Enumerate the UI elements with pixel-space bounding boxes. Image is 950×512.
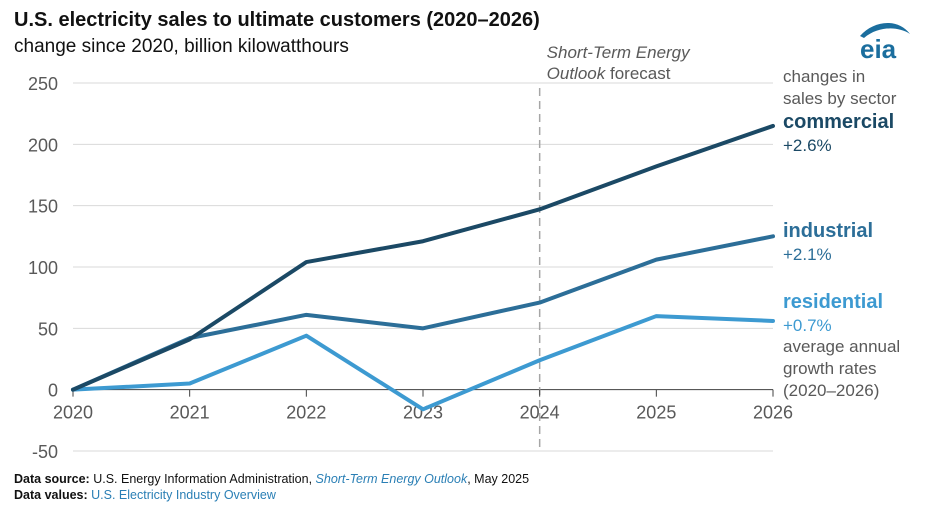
data-point-industrial: [304, 313, 308, 317]
chart-title: U.S. electricity sales to ultimate custo…: [14, 9, 540, 31]
x-tick-label: 2023: [403, 403, 443, 423]
rate-caption-line: (2020–2026): [783, 381, 879, 400]
x-tick-label: 2022: [286, 403, 326, 423]
y-axis: -50 0 50 100 150 200 250: [28, 74, 58, 462]
series-line-industrial: [71, 234, 775, 392]
y-tick-label: 150: [28, 197, 58, 217]
y-tick-label: 100: [28, 258, 58, 278]
sector-caption-line: changes in: [783, 67, 865, 86]
chart-subtitle: change since 2020, billion kilowatthours: [14, 36, 349, 57]
data-values-label: Data values:: [14, 488, 88, 502]
legend-annotations: changes in sales by sector commercial +2.6%…: [783, 67, 900, 400]
series-rate-industrial: +2.1%: [783, 245, 832, 264]
y-tick-label: 0: [48, 381, 58, 401]
data-point-commercial: [538, 207, 542, 211]
forecast-label-line1: Short-Term Energy: [547, 43, 691, 62]
y-tick-label: -50: [32, 442, 58, 462]
data-point-industrial: [654, 258, 658, 262]
line-chart: Short-Term Energy Outlook forecast -50 0 5…: [28, 43, 900, 462]
data-point-commercial: [654, 164, 658, 168]
series-layer: [71, 123, 775, 412]
x-tick-label: 2021: [170, 403, 210, 423]
data-point-industrial: [538, 301, 542, 305]
data-source-line: Data source: U.S. Energy Information Adm…: [14, 471, 529, 487]
data-point-residential: [188, 382, 192, 386]
rate-caption-line: average annual: [783, 337, 900, 356]
series-label-industrial: industrial: [783, 220, 873, 242]
forecast-region: Short-Term Energy Outlook forecast: [538, 43, 691, 451]
series-rate-residential: +0.7%: [783, 316, 832, 335]
series-label-residential: residential: [783, 291, 883, 313]
data-point-industrial: [771, 234, 775, 238]
eia-logo: eia: [860, 22, 910, 62]
series-rate-commercial: +2.6%: [783, 136, 832, 155]
y-tick-label: 50: [38, 319, 58, 339]
data-point-commercial: [304, 260, 308, 264]
data-point-residential: [304, 334, 308, 338]
data-values-line: Data values: U.S. Electricity Industry O…: [14, 487, 529, 503]
data-source-date: , May 2025: [467, 472, 530, 486]
forecast-label-italic: Outlook: [547, 64, 607, 83]
data-source-text: U.S. Energy Information Administration,: [89, 472, 316, 486]
rate-caption-line: growth rates: [783, 359, 877, 378]
data-point-residential: [421, 407, 425, 411]
data-point-residential: [771, 319, 775, 323]
x-tick-label: 2024: [520, 403, 560, 423]
sector-caption-line: sales by sector: [783, 89, 897, 108]
data-point-residential: [654, 314, 658, 318]
x-tick-label: 2026: [753, 403, 793, 423]
series-label-commercial: commercial: [783, 111, 894, 133]
x-axis: 2020 2021 2022 2023 2024 2025 2026: [53, 389, 793, 423]
y-tick-label: 200: [28, 135, 58, 155]
data-point-residential: [538, 358, 542, 362]
x-tick-label: 2020: [53, 403, 93, 423]
data-source-link[interactable]: Short-Term Energy Outlook: [315, 472, 468, 486]
eia-logo-swoosh-icon: [860, 22, 910, 38]
data-point-industrial: [421, 326, 425, 330]
forecast-label-line2: Outlook forecast: [547, 64, 671, 83]
data-point-commercial: [71, 388, 75, 392]
data-point-commercial: [188, 337, 192, 341]
forecast-label-plain: forecast: [610, 64, 671, 83]
eia-logo-text: eia: [860, 34, 897, 62]
x-tick-label: 2025: [636, 403, 676, 423]
data-values-link[interactable]: U.S. Electricity Industry Overview: [91, 488, 276, 502]
data-source-label: Data source:: [14, 472, 90, 486]
footer: Data source: U.S. Energy Information Adm…: [14, 471, 529, 503]
y-tick-label: 250: [28, 74, 58, 94]
data-point-commercial: [421, 239, 425, 243]
data-point-commercial: [771, 124, 775, 128]
